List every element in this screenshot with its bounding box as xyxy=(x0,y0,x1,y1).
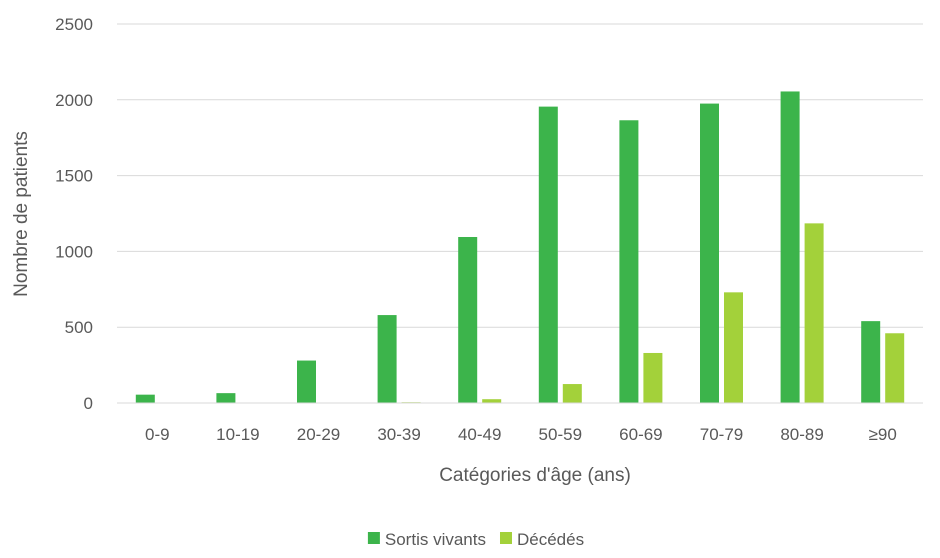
legend-label: Décédés xyxy=(517,530,584,549)
bar-decedes-6 xyxy=(643,352,663,403)
bar-sortis-vivants-8 xyxy=(780,91,800,403)
bar-sortis-vivants-6 xyxy=(619,120,639,404)
x-tick-label: 30-39 xyxy=(377,425,420,444)
bar-sortis-vivants-2 xyxy=(297,360,316,403)
gridlines xyxy=(117,23,923,328)
y-tick-label: 1500 xyxy=(55,167,93,186)
bars xyxy=(135,91,905,404)
x-axis-label: Catégories d'âge (ans) xyxy=(439,465,631,486)
x-tick-label: 60-69 xyxy=(619,425,662,444)
x-tick-label: 70-79 xyxy=(700,425,743,444)
y-axis-ticks: 0 500 1000 1500 2000 2500 xyxy=(55,15,93,413)
x-tick-label: 80-89 xyxy=(780,425,823,444)
y-tick-label: 500 xyxy=(65,318,93,337)
bar-decedes-5 xyxy=(562,384,582,403)
bar-decedes-9 xyxy=(885,333,905,403)
bar-sortis-vivants-5 xyxy=(538,106,558,403)
legend: Sortis vivants Décédés xyxy=(367,530,584,549)
y-tick-label: 2500 xyxy=(55,15,93,34)
bar-decedes-7 xyxy=(724,292,743,403)
bar-sortis-vivants-9 xyxy=(861,321,881,403)
bar-sortis-vivants-4 xyxy=(458,236,478,403)
bar-decedes-8 xyxy=(804,223,824,403)
y-tick-label: 1000 xyxy=(55,242,93,261)
bar-sortis-vivants-0 xyxy=(135,394,155,403)
legend-label: Sortis vivants xyxy=(385,530,486,549)
x-tick-label: ≥90 xyxy=(869,425,897,444)
bar-sortis-vivants-3 xyxy=(377,315,397,403)
bar-sortis-vivants-1 xyxy=(216,393,236,403)
x-tick-label: 50-59 xyxy=(539,425,582,444)
y-tick-label: 2000 xyxy=(55,91,93,110)
y-tick-label: 0 xyxy=(84,394,93,413)
legend-swatch xyxy=(367,532,380,544)
x-axis-ticks: 0-9 10-19 20-29 30-39 40-49 50-59 60-69 70-79 80… xyxy=(145,425,897,444)
x-tick-label: 0-9 xyxy=(145,425,170,444)
x-tick-label: 40-49 xyxy=(458,425,501,444)
bar-decedes-4 xyxy=(482,399,502,403)
legend-swatch xyxy=(499,532,512,544)
y-axis-label: Nombre de patients xyxy=(11,131,32,297)
bar-sortis-vivants-7 xyxy=(700,103,719,403)
x-tick-label: 20-29 xyxy=(297,425,340,444)
x-tick-label: 10-19 xyxy=(216,425,259,444)
